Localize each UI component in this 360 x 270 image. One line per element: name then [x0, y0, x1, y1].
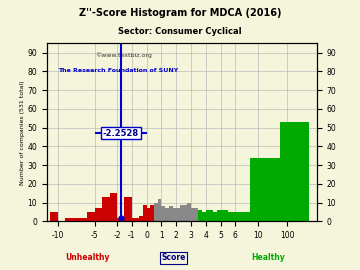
Text: Unhealthy: Unhealthy: [65, 254, 109, 262]
Bar: [161, 206, 165, 221]
Bar: [206, 210, 210, 221]
Bar: [224, 210, 228, 221]
Bar: [239, 212, 243, 221]
Bar: [217, 210, 221, 221]
Bar: [65, 218, 73, 221]
Bar: [143, 204, 147, 221]
Bar: [221, 210, 224, 221]
Bar: [195, 208, 198, 221]
Bar: [154, 203, 158, 221]
Bar: [158, 199, 161, 221]
Bar: [139, 216, 143, 221]
Bar: [73, 218, 80, 221]
Bar: [280, 122, 309, 221]
Bar: [147, 208, 150, 221]
Bar: [95, 208, 102, 221]
Bar: [87, 212, 95, 221]
Bar: [165, 208, 169, 221]
Bar: [235, 212, 239, 221]
Text: -2.2528: -2.2528: [103, 129, 139, 138]
Bar: [243, 212, 247, 221]
Bar: [125, 197, 132, 221]
Text: Sector: Consumer Cyclical: Sector: Consumer Cyclical: [118, 27, 242, 36]
Bar: [187, 203, 191, 221]
Bar: [169, 206, 172, 221]
Y-axis label: Number of companies (531 total): Number of companies (531 total): [19, 80, 24, 185]
Bar: [80, 218, 87, 221]
Text: The Research Foundation of SUNY: The Research Foundation of SUNY: [58, 68, 178, 73]
Bar: [247, 212, 250, 221]
Bar: [132, 218, 139, 221]
Bar: [180, 204, 184, 221]
Bar: [176, 208, 180, 221]
Bar: [110, 193, 117, 221]
Bar: [172, 208, 176, 221]
Bar: [184, 204, 187, 221]
Bar: [250, 158, 280, 221]
Bar: [202, 212, 206, 221]
Text: Score: Score: [162, 254, 186, 262]
Bar: [50, 212, 58, 221]
Bar: [191, 208, 195, 221]
Bar: [102, 197, 110, 221]
Bar: [150, 204, 154, 221]
Text: Healthy: Healthy: [251, 254, 285, 262]
Bar: [228, 212, 232, 221]
Text: Z''-Score Histogram for MDCA (2016): Z''-Score Histogram for MDCA (2016): [79, 8, 281, 18]
Bar: [250, 212, 254, 221]
Bar: [232, 212, 235, 221]
Bar: [198, 210, 202, 221]
Bar: [210, 210, 213, 221]
Bar: [117, 218, 125, 221]
Text: ©www.textbiz.org: ©www.textbiz.org: [95, 52, 152, 58]
Bar: [254, 216, 258, 221]
Bar: [213, 212, 217, 221]
